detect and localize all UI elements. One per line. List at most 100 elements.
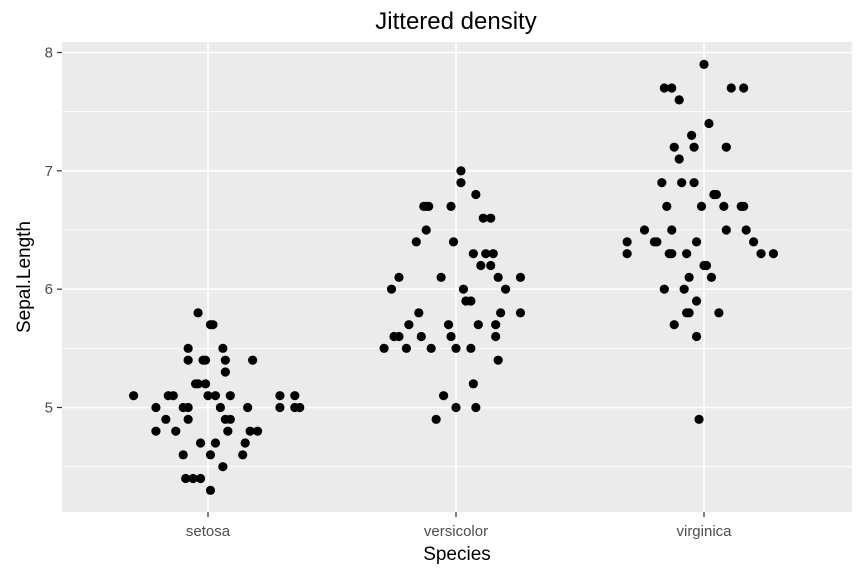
data-point bbox=[290, 391, 300, 401]
data-point bbox=[183, 402, 193, 413]
data-point bbox=[696, 201, 707, 211]
data-point bbox=[691, 237, 702, 247]
data-point bbox=[471, 402, 481, 413]
data-point bbox=[652, 237, 662, 247]
data-point bbox=[478, 213, 488, 223]
data-point bbox=[657, 178, 667, 188]
data-point bbox=[741, 225, 751, 235]
data-point bbox=[711, 189, 722, 200]
data-point bbox=[168, 391, 178, 401]
data-point bbox=[245, 426, 255, 436]
data-point bbox=[466, 343, 476, 353]
data-point bbox=[394, 272, 404, 282]
data-point bbox=[669, 320, 679, 330]
data-points bbox=[129, 59, 779, 495]
data-point bbox=[466, 296, 476, 306]
data-point bbox=[220, 355, 230, 365]
data-point bbox=[188, 473, 198, 484]
data-point bbox=[739, 83, 749, 93]
data-point bbox=[248, 355, 258, 365]
data-point bbox=[493, 272, 503, 282]
data-point bbox=[684, 272, 694, 282]
data-point bbox=[446, 331, 456, 342]
data-point bbox=[701, 260, 712, 271]
data-point bbox=[691, 296, 702, 306]
data-point bbox=[515, 308, 526, 318]
x-tick-label: setosa bbox=[186, 523, 231, 540]
data-point bbox=[161, 414, 171, 424]
data-point bbox=[220, 367, 230, 377]
data-point bbox=[443, 320, 454, 330]
data-point bbox=[476, 260, 486, 271]
data-point bbox=[491, 320, 501, 330]
data-point bbox=[749, 237, 759, 247]
data-point bbox=[240, 438, 250, 448]
data-point bbox=[404, 320, 414, 330]
data-point bbox=[424, 201, 434, 211]
data-point bbox=[200, 379, 211, 389]
data-point bbox=[210, 391, 221, 401]
data-point bbox=[458, 284, 469, 294]
data-point bbox=[677, 178, 687, 188]
data-point bbox=[739, 201, 749, 211]
data-point bbox=[667, 249, 677, 259]
data-point bbox=[253, 426, 263, 436]
data-point bbox=[451, 402, 461, 413]
data-point bbox=[386, 284, 397, 294]
data-point bbox=[667, 225, 677, 235]
data-point bbox=[689, 178, 699, 188]
data-point bbox=[667, 83, 677, 93]
data-point bbox=[689, 142, 699, 152]
data-point bbox=[151, 426, 161, 436]
data-point bbox=[699, 59, 709, 69]
data-point bbox=[488, 249, 498, 259]
data-point bbox=[768, 249, 779, 259]
data-point bbox=[446, 201, 456, 211]
data-point bbox=[178, 450, 188, 460]
data-point bbox=[659, 284, 669, 294]
data-point bbox=[379, 343, 389, 353]
chart-title: Jittered density bbox=[375, 8, 536, 35]
data-point bbox=[275, 402, 285, 413]
data-point bbox=[238, 450, 248, 460]
data-point bbox=[719, 201, 729, 211]
data-point bbox=[662, 201, 672, 211]
data-point bbox=[203, 391, 213, 401]
data-point bbox=[684, 308, 694, 318]
data-point bbox=[205, 485, 216, 495]
data-point bbox=[193, 308, 203, 318]
data-point bbox=[183, 414, 193, 424]
data-point bbox=[401, 343, 411, 353]
data-point bbox=[411, 237, 421, 247]
data-point bbox=[456, 178, 466, 188]
data-point bbox=[183, 343, 193, 353]
data-point bbox=[694, 414, 704, 424]
data-point bbox=[721, 142, 731, 152]
data-point bbox=[183, 355, 193, 365]
data-point bbox=[679, 284, 689, 294]
data-point bbox=[726, 83, 736, 93]
data-point bbox=[756, 249, 766, 259]
data-point bbox=[481, 249, 491, 259]
data-point bbox=[208, 320, 218, 330]
plot-panel bbox=[62, 42, 852, 512]
data-point bbox=[496, 308, 506, 318]
data-point bbox=[456, 166, 466, 176]
data-point bbox=[674, 154, 684, 164]
data-point bbox=[436, 272, 446, 282]
data-point bbox=[210, 438, 221, 448]
data-point bbox=[275, 391, 285, 401]
data-point bbox=[501, 284, 511, 294]
data-point bbox=[295, 402, 305, 413]
data-point bbox=[471, 189, 481, 200]
data-point bbox=[659, 83, 669, 93]
data-point bbox=[223, 426, 233, 436]
data-point bbox=[431, 414, 441, 424]
data-point bbox=[225, 414, 235, 424]
grid-lines bbox=[62, 42, 852, 512]
data-point bbox=[639, 225, 650, 235]
data-point bbox=[200, 355, 211, 365]
data-point bbox=[721, 225, 731, 235]
data-point bbox=[451, 343, 461, 353]
y-tick-label: 8 bbox=[45, 45, 53, 62]
